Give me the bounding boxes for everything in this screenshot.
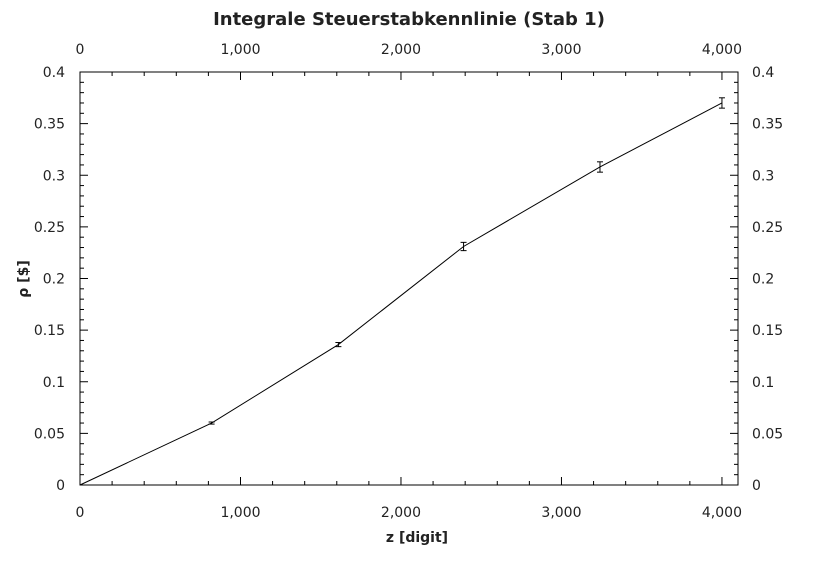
- error-bar: [208, 421, 215, 425]
- error-bar: [335, 342, 342, 348]
- y-axis-label: ρ [$]: [16, 260, 32, 297]
- chart-title: Integrale Steuerstabkennlinie (Stab 1): [213, 9, 605, 30]
- plot-frame: [79, 71, 739, 486]
- y-tick-label-right: 0.1: [752, 375, 774, 391]
- error-bar: [596, 161, 603, 173]
- x-tick-label-top: 3,000: [541, 42, 581, 58]
- y-tick-label: 0.35: [34, 117, 65, 133]
- x-tick-label-top: 2,000: [381, 42, 421, 58]
- y-tick-label-right: 0.3: [752, 168, 774, 184]
- y-tick-label-right: 0.15: [752, 323, 783, 339]
- series-line: [79, 102, 723, 486]
- y-tick-label: 0.1: [43, 375, 65, 391]
- x-tick-label: 4,000: [702, 505, 742, 521]
- y-tick-label-right: 0.4: [752, 65, 774, 81]
- x-axis-bottom: 0 1,000 2,000 3,000 4,000: [76, 477, 742, 521]
- error-bar: [718, 97, 725, 109]
- x-axis-top: 0 1,000 2,000 3,000 4,000: [76, 42, 742, 80]
- y-tick-label-right: 0.35: [752, 117, 783, 133]
- y-axis-left: 0 0.05 0.1 0.15 0.2 0.25 0.3 0.35 0.4: [34, 65, 88, 494]
- y-tick-label-right: 0.25: [752, 220, 783, 236]
- y-tick-label-right: 0.2: [752, 272, 774, 288]
- y-tick-label: 0.15: [34, 323, 65, 339]
- y-tick-label: 0.4: [43, 65, 65, 81]
- x-tick-label-top: 0: [76, 42, 85, 58]
- y-axis-right: 0 0.05 0.1 0.15 0.2 0.25 0.3 0.35 0.4: [730, 65, 783, 494]
- x-tick-label: 3,000: [541, 505, 581, 521]
- x-tick-label: 1,000: [220, 505, 260, 521]
- x-tick-label: 0: [76, 505, 85, 521]
- y-tick-label: 0.25: [34, 220, 65, 236]
- y-tick-label: 0.2: [43, 272, 65, 288]
- x-tick-label: 2,000: [381, 505, 421, 521]
- y-tick-label: 0.3: [43, 168, 65, 184]
- error-bar: [460, 241, 467, 252]
- y-tick-label: 0: [56, 478, 65, 494]
- x-tick-label-top: 4,000: [702, 42, 742, 58]
- y-tick-label: 0.05: [34, 426, 65, 442]
- y-tick-label-right: 0.05: [752, 426, 783, 442]
- y-tick-label-right: 0: [752, 478, 761, 494]
- series-layer: [79, 97, 725, 486]
- x-axis-label: z [digit]: [386, 530, 448, 546]
- x-tick-label-top: 1,000: [220, 42, 260, 58]
